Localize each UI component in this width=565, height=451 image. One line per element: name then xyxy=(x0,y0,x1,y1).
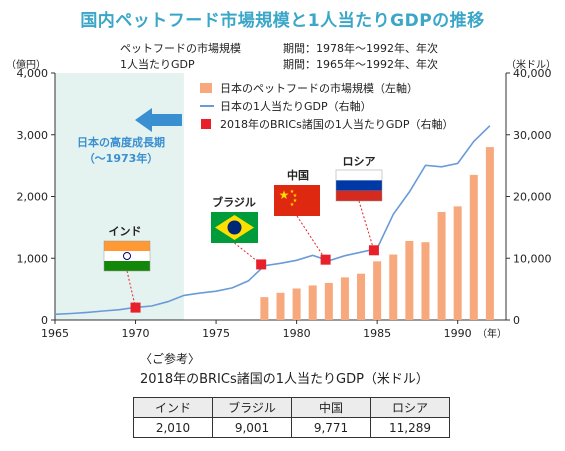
bar-market-size xyxy=(308,285,317,320)
russia-flag-white xyxy=(336,170,382,181)
bar-market-size xyxy=(437,211,446,320)
bar-market-size xyxy=(405,240,414,320)
legend-bar-swatch xyxy=(200,83,212,93)
china-flag-small-star: ★ xyxy=(290,202,295,208)
reference-value-russia: 11,289 xyxy=(370,417,450,438)
x-tick-label: 1990 xyxy=(444,327,472,340)
bar-market-size xyxy=(276,292,285,320)
bar-market-size xyxy=(260,297,269,320)
country-label: ブラジル xyxy=(212,195,256,209)
leader-line xyxy=(358,200,375,251)
subtitle-series-2: 1人当たりGDP xyxy=(120,58,195,71)
left-axis-unit: （億円） xyxy=(6,60,46,71)
reference-header-india: インド xyxy=(133,397,213,418)
brics-marker xyxy=(130,302,141,313)
country-label: 中国 xyxy=(287,168,309,182)
reference-value-brazil: 9,001 xyxy=(212,417,292,438)
china-flag-field xyxy=(274,185,320,216)
india-flag-white xyxy=(104,251,150,261)
legend-marker-label: 2018年のBRICs諸国の1人当たりGDP（右軸） xyxy=(220,117,453,131)
subtitle-period-1: 期間：1978年～1992年、年次 xyxy=(283,42,438,55)
china-flag-small-star: ★ xyxy=(293,193,298,199)
leader-line xyxy=(296,215,327,260)
line-gdp-per-capita xyxy=(54,125,491,316)
subtitle-period-2: 期間：1965年～1992年、年次 xyxy=(283,58,438,71)
x-tick-label: 1985 xyxy=(363,327,391,340)
reference-value-china: 9,771 xyxy=(291,417,371,438)
reference-value-india: 2,010 xyxy=(133,417,213,438)
russia-flag-red xyxy=(336,190,382,201)
x-tick-label: 1970 xyxy=(122,327,150,340)
bar-market-size xyxy=(340,277,349,320)
brics-marker xyxy=(320,254,331,265)
india-flag-border xyxy=(103,240,151,272)
china-flag-small-star: ★ xyxy=(293,198,298,204)
x-tick-label: 1965 xyxy=(41,327,69,340)
reference-header-china: 中国 xyxy=(291,397,371,418)
russia-flag-border xyxy=(335,169,383,202)
china-flag-small-star: ★ xyxy=(290,189,295,195)
right-tick-label: 20,000 xyxy=(513,191,552,204)
chart-title: 国内ペットフード市場規模と1人当たりGDPの推移 xyxy=(80,11,485,31)
x-axis-unit: （年） xyxy=(477,327,507,340)
country-label: インド xyxy=(109,225,142,238)
high-growth-shade xyxy=(55,73,184,320)
arrow-left-icon xyxy=(135,108,182,132)
brazil-flag-globe xyxy=(227,220,242,235)
legend-marker-swatch xyxy=(201,119,211,129)
right-tick-label: 0 xyxy=(513,314,520,327)
annotation-line-2: （～1973年） xyxy=(84,151,159,165)
bar-market-size xyxy=(373,261,382,320)
bar-market-size xyxy=(485,147,494,320)
legend-bar-label: 日本のペットフードの市場規模（左軸） xyxy=(220,81,418,95)
x-tick-label: 1975 xyxy=(202,327,230,340)
left-tick-label: 1,000 xyxy=(17,252,49,265)
bar-market-size xyxy=(421,242,430,320)
india-flag-saffron xyxy=(104,241,150,251)
bar-market-size xyxy=(469,174,478,320)
bar-market-size xyxy=(292,288,301,320)
country-label: ロシア xyxy=(343,155,376,168)
reference-value-row: 2,010 9,001 9,771 11,289 xyxy=(133,417,450,438)
right-tick-label: 40,000 xyxy=(513,67,552,80)
left-tick-label: 3,000 xyxy=(17,129,49,142)
left-tick-label: 0 xyxy=(41,314,48,327)
brics-marker xyxy=(368,245,379,256)
left-tick-label: 4,000 xyxy=(17,67,49,80)
left-tick-label: 2,000 xyxy=(17,191,49,204)
china-flag-big-star: ★ xyxy=(279,188,290,202)
x-tick-label: 1980 xyxy=(283,327,311,340)
right-tick-label: 10,000 xyxy=(513,252,552,265)
right-axis-unit: （米ドル） xyxy=(506,60,556,71)
subtitle-series-1: ペットフードの市場規模 xyxy=(120,42,241,55)
annotation-line-1: 日本の高度成長期 xyxy=(77,135,165,149)
india-flag-wheel xyxy=(123,252,131,260)
right-tick-label: 30,000 xyxy=(513,129,552,142)
bar-market-size xyxy=(324,282,333,320)
reference-caption-1: 〈ご参考〉 xyxy=(140,352,201,366)
bar-market-size xyxy=(453,206,462,320)
reference-header-russia: ロシア xyxy=(370,397,450,418)
bar-market-size xyxy=(357,273,366,320)
reference-table: インド ブラジル 中国 ロシア 2,010 9,001 9,771 11,289 xyxy=(133,397,450,438)
reference-caption-2: 2018年のBRICs諸国の1人当たりGDP（米ドル） xyxy=(140,372,429,387)
reference-header-row: インド ブラジル 中国 ロシア xyxy=(133,397,450,418)
brics-marker xyxy=(256,259,267,270)
chart-canvas: 0 1,000 2,000 3,000 4,000 0 10,000 20,000 30,000… xyxy=(17,67,552,340)
russia-flag-blue xyxy=(336,180,382,191)
bar-market-size xyxy=(389,254,398,320)
legend-line-label: 日本の1人当たりGDP（右軸） xyxy=(220,99,372,113)
reference-header-brazil: ブラジル xyxy=(212,397,292,418)
india-flag-green xyxy=(104,261,150,271)
